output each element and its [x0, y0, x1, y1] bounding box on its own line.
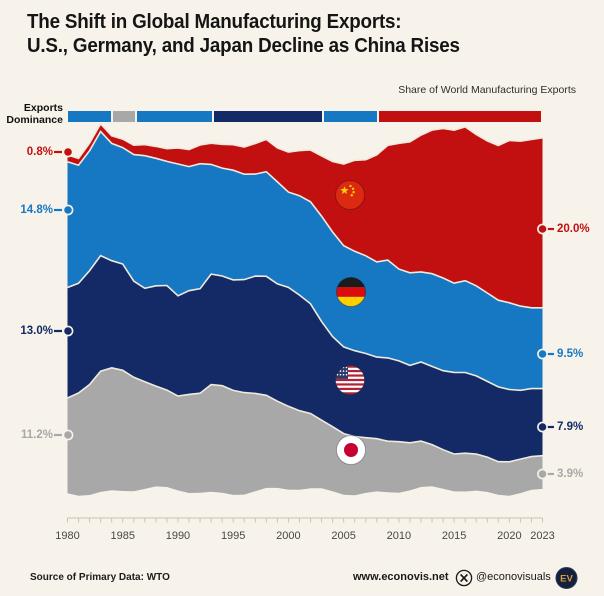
social-handle: @econovisuals: [476, 571, 551, 583]
end-dot-usa: [537, 421, 548, 433]
dominance-segment-japan: [113, 111, 135, 122]
dominance-segment-china: [379, 111, 541, 122]
dominance-segment-united-states: [213, 111, 322, 122]
dominance-legend-label: Exports Dominance: [0, 102, 63, 126]
endpoint-markers-usa: [54, 325, 554, 433]
boundary-germany: [67, 130, 543, 309]
flag-china-icon: [335, 180, 365, 210]
boundary-usa: [67, 254, 543, 392]
dominance-timeline-bar: [68, 111, 541, 122]
area-japan: [67, 367, 543, 496]
end-dot-germany: [537, 348, 548, 360]
flag-germany-ring: [336, 277, 366, 307]
source-note: Source of Primary Data: WTO: [30, 572, 170, 583]
title-line-2: U.S., Germany, and Japan Decline as Chin…: [27, 35, 460, 57]
end-dot-japan: [537, 468, 548, 480]
legend-label-line-1: Exports: [23, 102, 63, 114]
legend-label-line-2: Dominance: [6, 114, 63, 126]
website-text: www.econovis.net: [353, 571, 449, 583]
start-dot-usa: [62, 325, 74, 337]
x-axis-ticks: [67, 517, 543, 523]
start-dot-china: [62, 146, 74, 158]
endpoint-markers-china: [54, 146, 554, 235]
dominance-segment-germany: [323, 111, 378, 122]
dominance-segment-germany: [68, 111, 112, 122]
flag-japan-ring: [336, 435, 366, 465]
flag-usa-ring: [335, 365, 365, 395]
start-dot-germany: [62, 204, 74, 216]
start-dot-japan: [62, 429, 74, 441]
chart-subtitle: Share of World Manufacturing Exports: [398, 84, 576, 96]
area-china: [67, 123, 543, 308]
flag-japan-icon: [336, 435, 366, 465]
endpoint-markers-germany: [54, 204, 554, 360]
dominance-segment-germany: [136, 111, 212, 122]
flag-china-ring: [335, 180, 365, 210]
area-germany: [67, 131, 543, 391]
title-line-1: The Shift in Global Manufacturing Export…: [27, 11, 402, 33]
flag-germany-icon: [336, 277, 366, 307]
boundary-japan: [67, 366, 543, 463]
endpoint-markers-japan: [54, 429, 554, 480]
end-dot-china: [537, 223, 548, 235]
area-usa: [67, 255, 543, 462]
boundary-china: [67, 122, 543, 165]
page-title: The Shift in Global Manufacturing Export…: [27, 10, 460, 58]
